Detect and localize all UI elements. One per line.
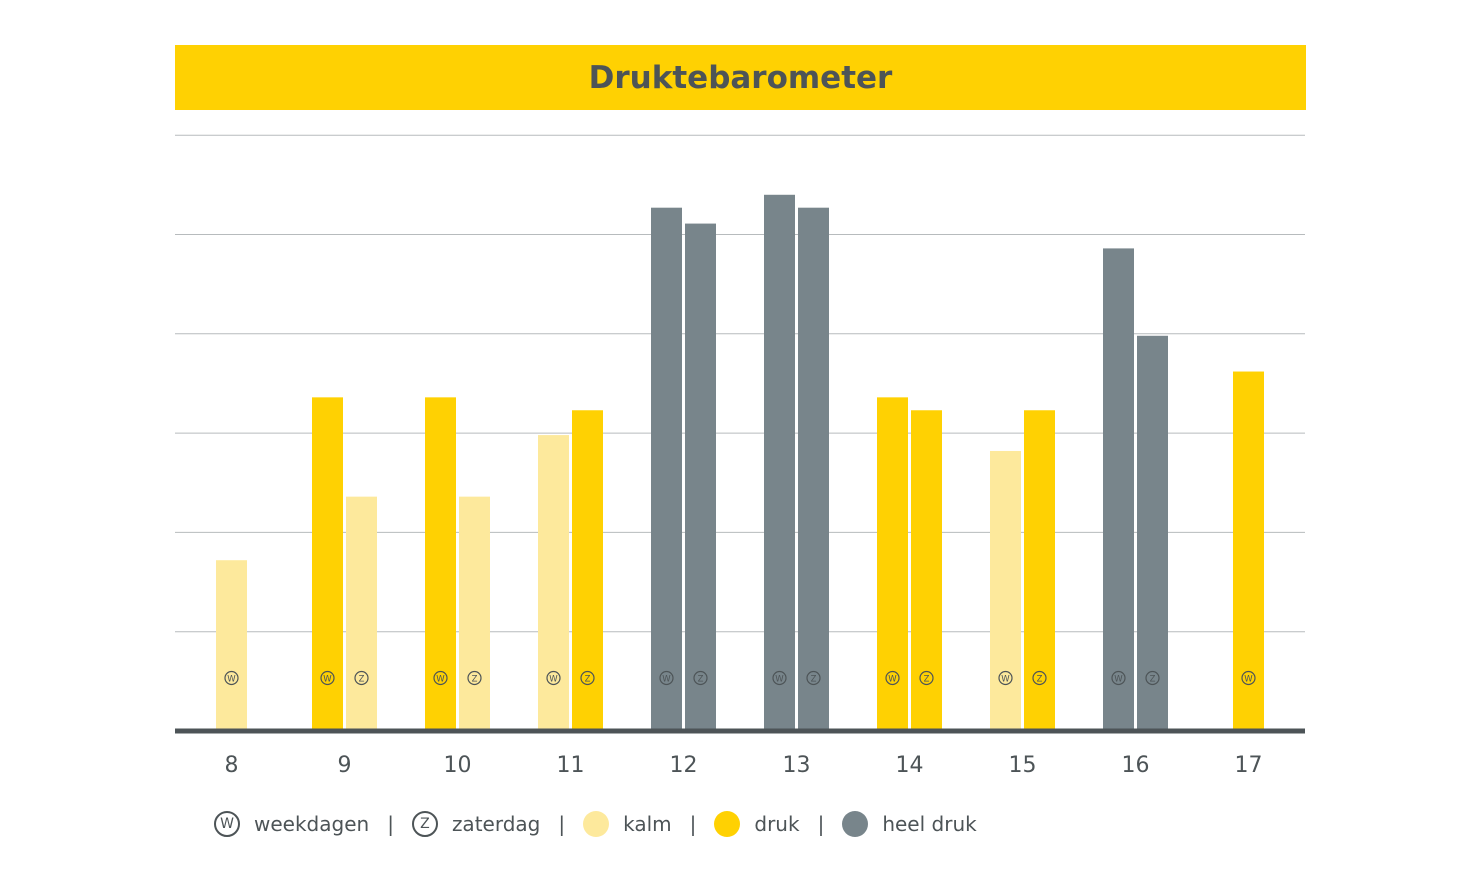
weekdays-marker-label: W <box>1114 674 1123 684</box>
legend-separator: | <box>689 812 697 836</box>
very-busy-swatch-icon <box>842 811 869 837</box>
bar-weekdagen-16 <box>1103 248 1134 732</box>
chart-title-bar: Druktebarometer <box>175 45 1306 110</box>
weekdays-marker-label: W <box>436 674 445 684</box>
saturday-marker-label: Z <box>472 674 478 684</box>
saturday-marker-label: Z <box>1150 674 1156 684</box>
bar-zaterdag-10 <box>459 496 490 731</box>
calm-swatch-icon <box>583 811 610 837</box>
weekdays-marker-icon <box>998 670 1013 686</box>
weekdays-marker-label: W <box>888 674 897 684</box>
saturday-marker-icon: Z <box>411 811 438 837</box>
saturday-marker-label: Z <box>585 674 591 684</box>
x-tick-label: 10 <box>444 753 472 778</box>
bar-zaterdag-14 <box>911 410 942 731</box>
weekdays-marker-icon: W <box>214 811 240 837</box>
saturday-marker-icon <box>1145 670 1160 686</box>
bar-weekdagen-15 <box>990 450 1021 731</box>
saturday-marker-icon <box>919 670 934 686</box>
x-tick-label: 16 <box>1122 753 1150 778</box>
legend-very-busy-label: heel druk <box>882 812 977 836</box>
x-tick-label: 8 <box>225 753 239 778</box>
bar-zaterdag-15 <box>1024 410 1055 731</box>
saturday-marker-icon <box>580 670 595 686</box>
x-tick-label: 13 <box>783 753 811 778</box>
bar-weekdagen-9 <box>312 397 343 731</box>
bar-weekdagen-13 <box>764 194 795 731</box>
x-tick-label: 17 <box>1235 753 1263 778</box>
weekdays-marker-icon <box>546 670 561 686</box>
weekdays-marker-label: W <box>775 674 784 684</box>
legend-saturday-label: zaterdag <box>451 812 541 836</box>
x-tick-label: 9 <box>338 753 352 778</box>
x-tick-label: 12 <box>670 753 698 778</box>
bar-weekdagen-14 <box>877 397 908 731</box>
bar-zaterdag-12 <box>685 223 716 731</box>
bar-weekdagen-10 <box>425 397 456 731</box>
saturday-marker-label: Z <box>811 674 817 684</box>
bar-zaterdag-9 <box>346 496 377 731</box>
bar-zaterdag-13 <box>798 207 829 732</box>
saturday-marker-icon <box>806 670 821 686</box>
weekdays-marker-label: W <box>1244 674 1253 684</box>
weekdays-marker-label: W <box>323 674 332 684</box>
saturday-marker-icon <box>354 670 369 686</box>
x-tick-label: 14 <box>896 753 924 778</box>
legend-calm-label: kalm <box>623 812 672 836</box>
weekdays-marker-label: W <box>227 674 236 684</box>
bar-zaterdag-16 <box>1137 335 1168 731</box>
saturday-marker-icon <box>467 670 482 686</box>
weekdays-marker-icon <box>1241 670 1256 686</box>
weekdays-marker-icon <box>320 670 335 686</box>
legend-busy-label: druk <box>754 812 800 836</box>
saturday-marker-label: Z <box>924 674 930 684</box>
saturday-marker-label: Z <box>359 674 365 684</box>
saturday-marker-icon <box>693 670 708 686</box>
weekdays-marker-label: W <box>549 674 558 684</box>
legend-weekdays-label: weekdagen <box>254 812 370 836</box>
saturday-marker-label: Z <box>698 674 704 684</box>
x-tick-label: 11 <box>557 753 585 778</box>
saturday-marker-label: Z <box>1037 674 1043 684</box>
weekdays-marker-icon <box>224 670 239 686</box>
weekdays-marker-icon <box>433 670 448 686</box>
bar-weekdagen-8 <box>216 560 247 731</box>
weekdays-marker-icon <box>1111 670 1126 686</box>
busy-swatch-icon <box>714 811 741 837</box>
legend-separator: | <box>558 812 566 836</box>
legend-separator: | <box>817 812 825 836</box>
legend-separator: | <box>387 812 394 836</box>
weekdays-marker-label: W <box>662 674 671 684</box>
weekdays-marker-icon <box>659 670 674 686</box>
chart-title: Druktebarometer <box>588 59 893 96</box>
saturday-marker-icon <box>1032 670 1047 686</box>
bar-weekdagen-11 <box>538 435 569 731</box>
legend: W weekdagen | Z zaterdag | kalm | druk |… <box>214 808 977 840</box>
x-tick-label: 15 <box>1009 753 1037 778</box>
bar-zaterdag-11 <box>572 410 603 731</box>
weekdays-marker-icon <box>885 670 900 686</box>
bar-weekdagen-12 <box>651 207 682 732</box>
weekdays-marker-label: W <box>1001 674 1010 684</box>
weekdays-marker-icon <box>772 670 787 686</box>
